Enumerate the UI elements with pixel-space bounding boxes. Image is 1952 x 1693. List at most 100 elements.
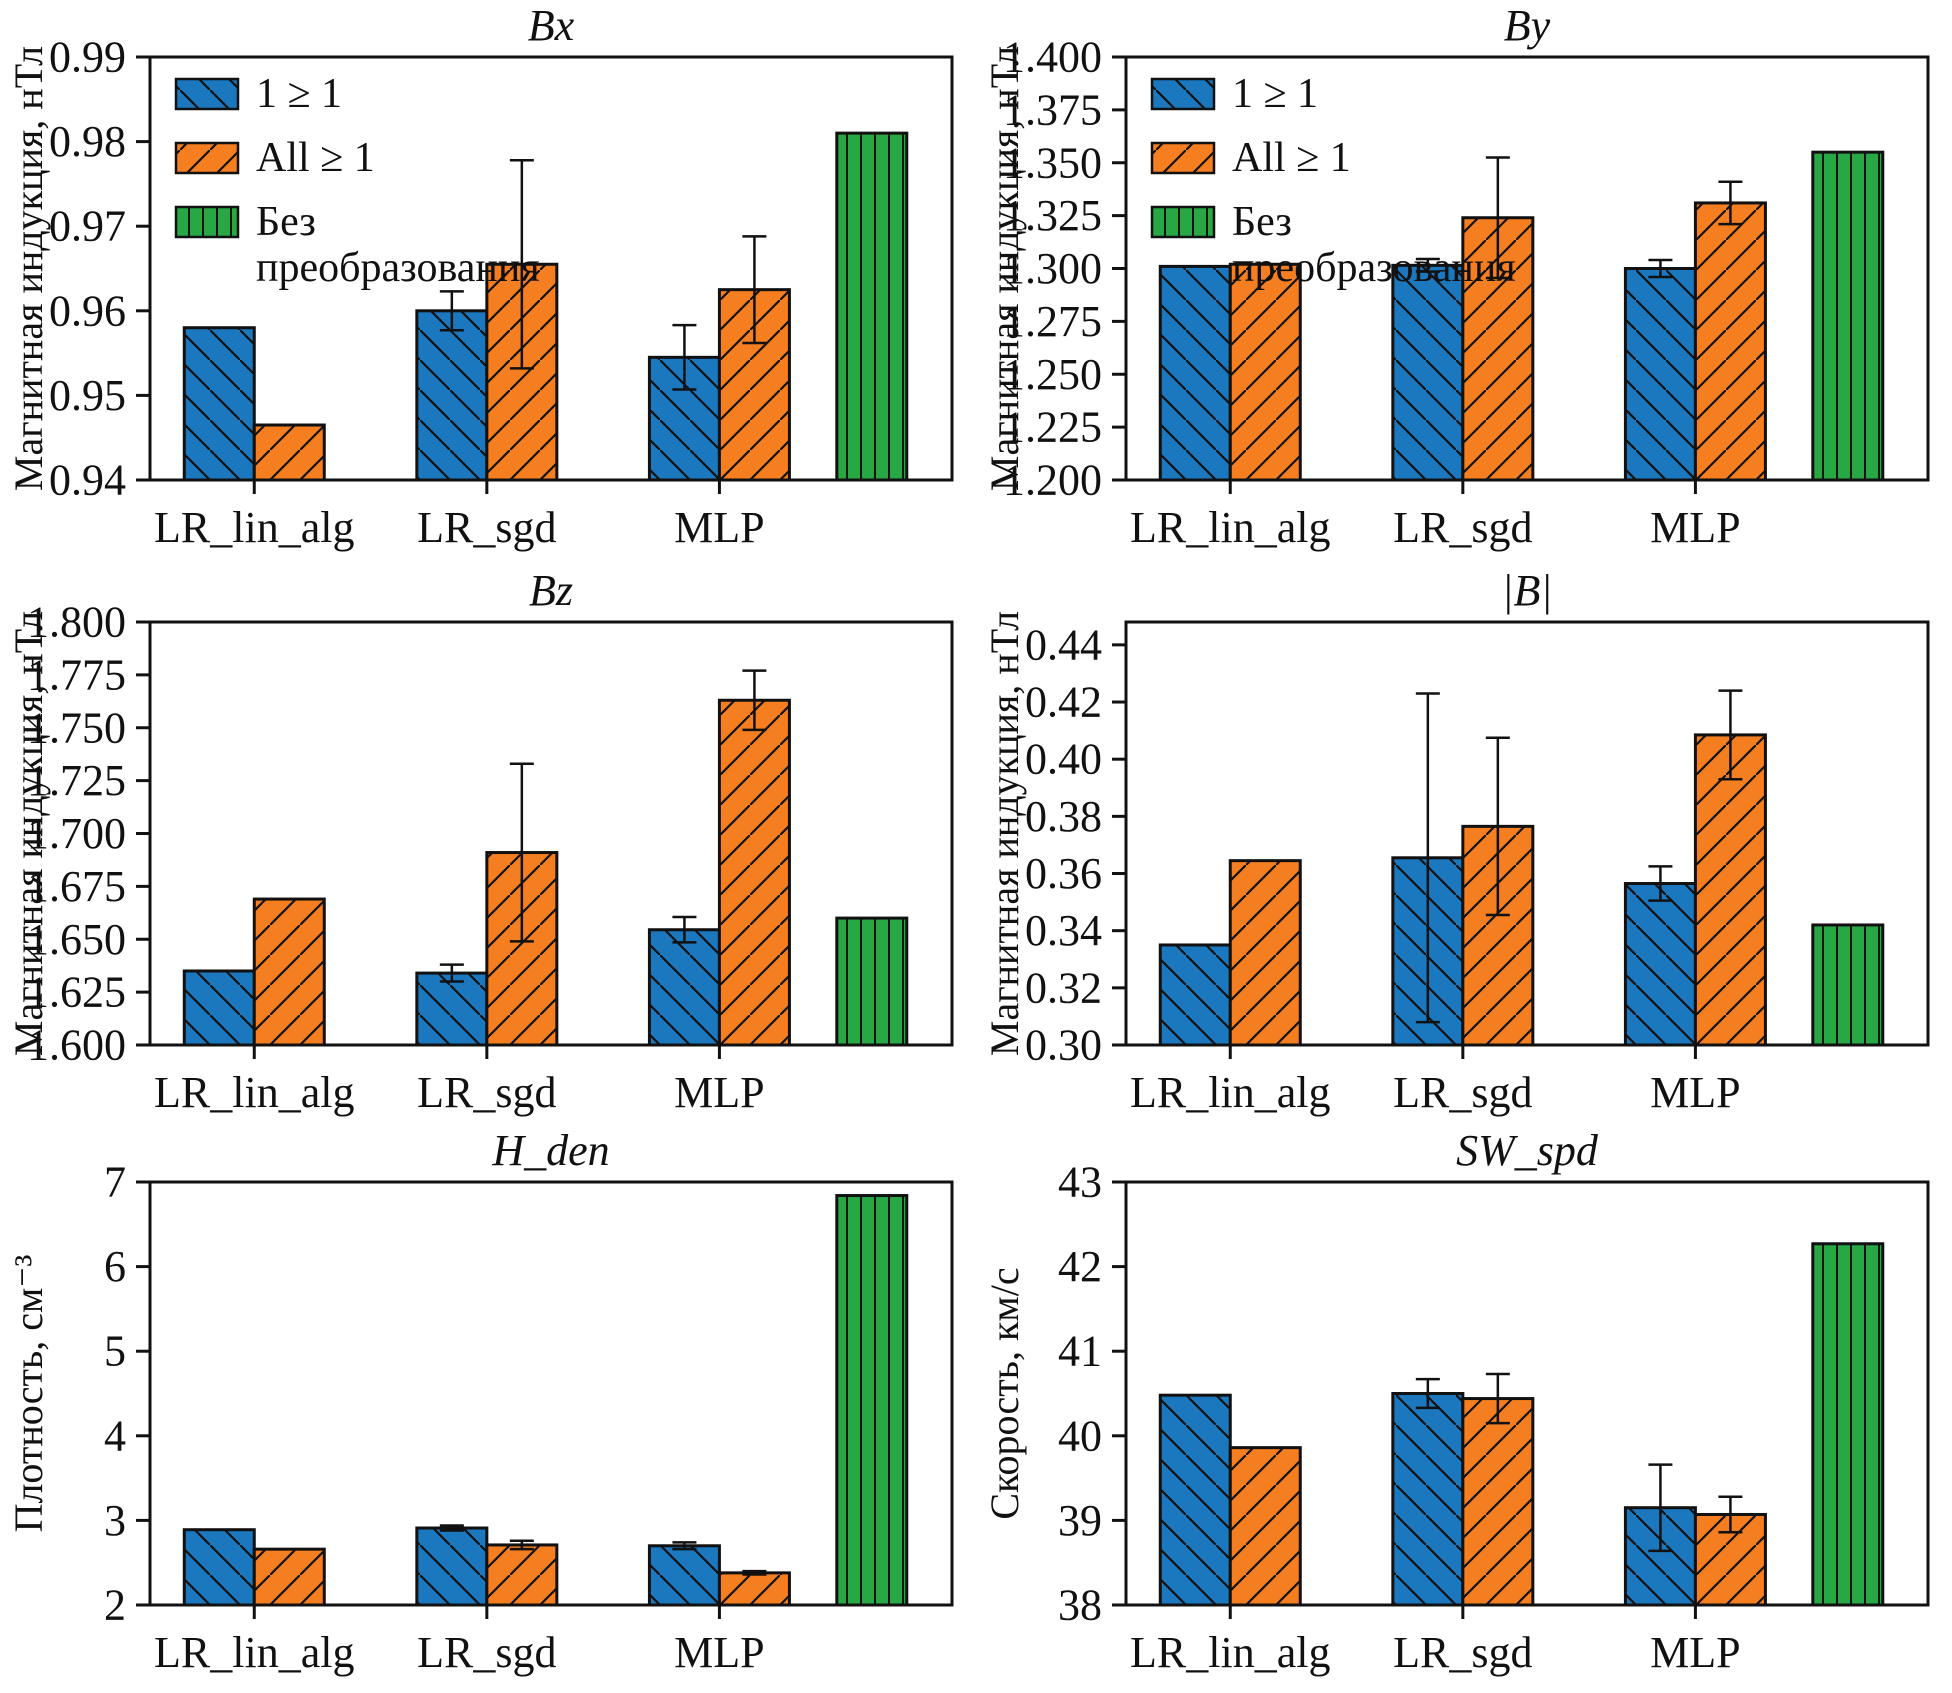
bar-h_den-series2-MLP <box>717 1571 791 1607</box>
legend-label-all_ge_one: All ≥ 1 <box>1232 135 1351 181</box>
bar-by-series1-LR_lin_alg <box>1158 264 1232 482</box>
bar-b_abs-series1-MLP <box>1623 882 1697 1047</box>
y-tick-label: 38 <box>1058 1581 1102 1630</box>
y-tick-label: 41 <box>1058 1327 1102 1376</box>
bar-sw_spd-series1-LR_lin_alg <box>1158 1393 1232 1607</box>
bar-by-series1-MLP <box>1623 267 1697 482</box>
y-tick-label: 0.30 <box>1025 1021 1102 1070</box>
x-category-label: LR_sgd <box>1393 503 1532 552</box>
y-tick-label: 42 <box>1058 1242 1102 1291</box>
chart-title: |B| <box>1501 566 1552 615</box>
bar-h_den-series2-LR_lin_alg <box>252 1547 326 1607</box>
x-category-label: LR_lin_alg <box>1130 503 1330 552</box>
y-tick-label: 0.97 <box>49 202 126 251</box>
y-tick-label: 0.32 <box>1025 963 1102 1012</box>
bar-by-series2-LR_lin_alg <box>1228 262 1302 482</box>
y-tick-label: 0.40 <box>1025 735 1102 784</box>
legend-swatch-one_ge_one <box>1150 77 1216 111</box>
y-tick-label: 1.200 <box>1003 456 1102 505</box>
y-axis-label: Магнитная индукция, нТл <box>982 611 1027 1056</box>
chart-panel-bx: Bx Магнитная индукция, нТл 0.94 0.95 0.96 0.9… <box>0 0 976 565</box>
chart-panel-sw_spd: SW_spd Скорость, км/с 38 39 40 41 42 43 LR_lin_a… <box>976 1125 1952 1693</box>
bar-bz-series1-LR_sgd <box>415 971 489 1047</box>
bar-bx-series2-LR_lin_alg <box>252 423 326 482</box>
chart-svg-bz: Bz Магнитная индукция, нТл1.6001.6251.650… <box>6 566 954 1117</box>
legend-swatch-all_ge_one <box>1150 141 1216 175</box>
y-tick-label: 1.600 <box>27 1021 126 1070</box>
legend-label-no_transform: Без <box>1232 199 1292 245</box>
bar-h_den-series1-LR_sgd <box>415 1526 489 1607</box>
bar-b_abs-series2-LR_lin_alg <box>1228 859 1302 1047</box>
x-category-label: LR_lin_alg <box>1130 1068 1330 1117</box>
x-category-label: LR_sgd <box>1393 1068 1532 1117</box>
legend-label-one_ge_one: 1 ≥ 1 <box>1232 71 1318 117</box>
bar-bz-no-transform <box>835 916 909 1047</box>
y-tick-label: 4 <box>104 1411 126 1460</box>
legend-label-no_transform-line2: преобразования <box>1232 245 1516 291</box>
y-tick-label: 1.800 <box>27 598 126 647</box>
x-category-label: LR_sgd <box>1393 1628 1532 1677</box>
chart-title: SW_spd <box>1456 1126 1599 1175</box>
chart-svg-sw_spd: SW_spd Скорость, км/с 38 39 40 41 42 43 LR_lin_a… <box>982 1126 1930 1677</box>
y-tick-label: 0.36 <box>1025 849 1102 898</box>
bar-bz-series2-MLP <box>717 698 791 1047</box>
y-tick-label: 1.650 <box>27 915 126 964</box>
y-axis-label: Магнитная индукция, нТл <box>6 611 51 1056</box>
bar-sw_spd-series2-LR_lin_alg <box>1228 1446 1302 1607</box>
x-category-label: MLP <box>674 1068 764 1117</box>
y-tick-label: 40 <box>1058 1411 1102 1460</box>
plot-border <box>148 1180 954 1607</box>
bar-h_den-no-transform <box>835 1194 909 1607</box>
y-tick-label: 1.275 <box>1003 297 1102 346</box>
y-tick-label: 0.38 <box>1025 792 1102 841</box>
chart-svg-by: By Магнитная индукция, нТл1.2001.2251.250… <box>982 1 1930 552</box>
legend-swatch-no_transform <box>1150 205 1216 239</box>
y-tick-label: 0.99 <box>49 33 126 82</box>
bar-bx-no-transform <box>835 131 909 482</box>
y-tick-label: 39 <box>1058 1496 1102 1545</box>
y-axis-label: Плотность, см⁻³ <box>6 1255 51 1533</box>
legend-swatch-all_ge_one <box>174 141 240 175</box>
bar-h_den-series2-LR_sgd <box>485 1543 559 1607</box>
chart-panel-by: By Магнитная индукция, нТл 1.200 1.225 1.250… <box>976 0 1952 565</box>
bar-bz-series2-LR_lin_alg <box>252 897 326 1047</box>
x-category-label: MLP <box>674 503 764 552</box>
y-tick-label: 1.700 <box>27 809 126 858</box>
y-tick-label: 1.225 <box>1003 403 1102 452</box>
legend-label-no_transform-line2: преобразования <box>256 245 540 291</box>
y-tick-label: 1.325 <box>1003 191 1102 240</box>
chart-title: By <box>1504 1 1551 50</box>
bar-by-no-transform <box>1811 150 1885 482</box>
bar-by-series1-LR_sgd <box>1391 263 1465 482</box>
y-tick-label: 1.300 <box>1003 244 1102 293</box>
y-tick-label: 6 <box>104 1242 126 1291</box>
x-category-label: LR_lin_alg <box>154 503 354 552</box>
bar-bx-series1-LR_sgd <box>415 309 489 482</box>
y-tick-label: 43 <box>1058 1158 1102 1207</box>
x-category-label: MLP <box>1650 1628 1740 1677</box>
y-tick-label: 1.250 <box>1003 350 1102 399</box>
bar-bz-series1-LR_lin_alg <box>182 969 256 1047</box>
x-category-label: LR_lin_alg <box>154 1068 354 1117</box>
y-tick-label: 1.400 <box>1003 33 1102 82</box>
bar-b_abs-no-transform <box>1811 923 1885 1047</box>
bar-sw_spd-no-transform <box>1811 1242 1885 1607</box>
y-tick-label: 1.625 <box>27 968 126 1017</box>
y-tick-label: 3 <box>104 1496 126 1545</box>
y-tick-label: 0.96 <box>49 286 126 335</box>
chart-title: Bz <box>529 566 573 615</box>
bar-sw_spd-series2-LR_sgd <box>1461 1397 1535 1607</box>
y-tick-label: 7 <box>104 1158 126 1207</box>
bar-sw_spd-series1-LR_sgd <box>1391 1392 1465 1607</box>
bar-bz-series1-MLP <box>647 928 721 1047</box>
x-category-label: MLP <box>1650 1068 1740 1117</box>
y-tick-label: 0.44 <box>1025 620 1102 669</box>
bar-h_den-series1-LR_lin_alg <box>182 1528 256 1607</box>
x-category-label: LR_sgd <box>417 1068 556 1117</box>
chart-svg-h_den: H_den Плотность, см⁻³ 2 3 4 5 6 7 LR_lin_alg LR_s… <box>6 1126 954 1677</box>
legend-label-all_ge_one: All ≥ 1 <box>256 135 375 181</box>
y-axis-label: Магнитная индукция, нТл <box>6 46 51 491</box>
bar-b_abs-series2-MLP <box>1693 733 1767 1047</box>
